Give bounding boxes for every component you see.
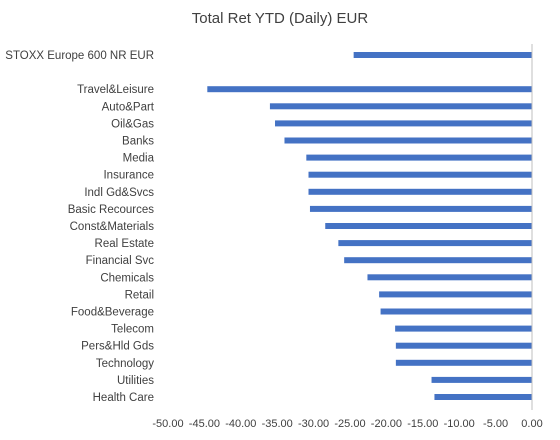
category-label: Financial Svc [86, 255, 155, 267]
x-tick-label: -45.00 [189, 418, 220, 430]
x-tick-label: -35.00 [262, 418, 293, 430]
x-tick-label: 0.00 [521, 418, 542, 430]
x-tick-label: -15.00 [407, 418, 438, 430]
category-label: Auto&Part [102, 101, 155, 113]
bar [284, 137, 532, 144]
bar [207, 86, 532, 93]
bar [338, 240, 532, 247]
bar [367, 274, 532, 281]
category-label: Pers&Hld Gds [81, 341, 154, 353]
category-label: Health Care [93, 392, 154, 404]
bar [431, 376, 532, 383]
category-label: Technology [96, 358, 154, 370]
bar [308, 171, 532, 178]
bar [325, 223, 532, 229]
bar [309, 205, 532, 212]
x-tick-label: -50.00 [152, 418, 183, 430]
category-label: Banks [122, 136, 154, 148]
bar [353, 52, 532, 58]
x-tick-labels: -50.00 -45.00 -40.00 -35.00 -30.00 -25.00 -20.… [152, 418, 542, 430]
category-label: Const&Materials [70, 221, 155, 233]
bar [395, 359, 532, 366]
x-tick-label: -20.00 [371, 418, 402, 430]
bars-group [207, 52, 532, 400]
bar [344, 257, 532, 264]
category-label: Chemicals [100, 272, 154, 284]
category-label: Media [123, 153, 155, 165]
x-tick-label: -10.00 [444, 418, 475, 430]
bar [379, 291, 532, 298]
category-label: Basic Recources [68, 204, 155, 216]
x-tick-label: -5.00 [483, 418, 508, 430]
bar [395, 325, 532, 332]
category-label: Insurance [103, 170, 154, 182]
category-label: Real Estate [95, 238, 154, 250]
bar [434, 394, 532, 400]
bar [380, 308, 532, 315]
bar [306, 154, 532, 161]
x-tick-label: -30.00 [298, 418, 329, 430]
category-label: Indl Gd&Svcs [84, 187, 154, 199]
x-tick-label: -25.00 [334, 418, 365, 430]
category-label: Utilities [117, 375, 154, 387]
category-labels: STOXX Europe 600 NR EUR Travel&Leisure Aut… [5, 50, 155, 404]
category-label: Oil&Gas [111, 118, 154, 130]
category-label: Food&Beverage [71, 307, 154, 319]
category-label: Travel&Leisure [77, 84, 154, 96]
x-tick-label: -40.00 [225, 418, 256, 430]
bar [395, 342, 532, 349]
chart-title: Total Ret YTD (Daily) EUR [191, 10, 369, 27]
category-label: STOXX Europe 600 NR EUR [5, 50, 154, 62]
category-label: Retail [125, 289, 154, 301]
category-label: Telecom [111, 324, 154, 336]
bar [308, 188, 532, 195]
bar [275, 120, 532, 127]
bar [269, 103, 532, 110]
